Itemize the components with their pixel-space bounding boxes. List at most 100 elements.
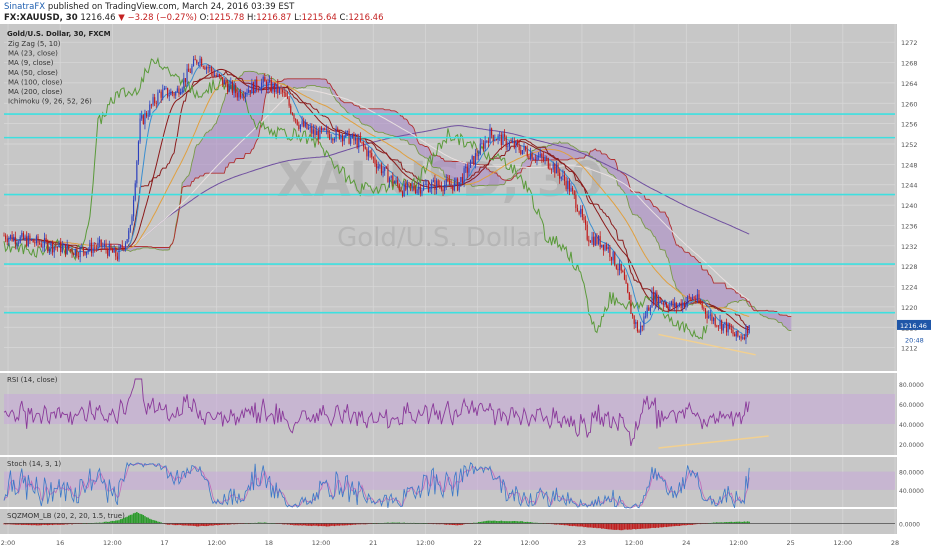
candle-body — [126, 239, 128, 244]
candle-body — [395, 180, 397, 183]
candle-body — [408, 182, 410, 184]
candle-body — [181, 88, 183, 93]
candle-body — [525, 146, 527, 151]
momentum-bar — [567, 523, 569, 526]
candle-body — [542, 157, 545, 161]
candle-body — [150, 104, 152, 106]
candle-body — [434, 179, 436, 190]
candle-body — [745, 326, 747, 339]
publisher-name[interactable]: SinatraFX — [4, 2, 46, 12]
momentum-bar — [349, 523, 352, 526]
candle-body — [507, 146, 509, 148]
candle-body — [457, 178, 459, 191]
candle-body — [18, 242, 20, 244]
time-tick-label: 12:00 — [103, 539, 122, 547]
momentum-bar — [51, 523, 54, 526]
momentum-bar — [149, 518, 151, 524]
momentum-bar — [565, 523, 567, 526]
candle-body — [738, 336, 741, 338]
momentum-bar — [500, 520, 503, 524]
price-tick-label: 1252 — [901, 141, 918, 149]
candle-body — [712, 317, 715, 322]
stoch-k-line — [3, 461, 750, 509]
candle-body — [160, 91, 162, 98]
candle-body — [191, 65, 193, 73]
momentum-bar — [55, 523, 57, 525]
candle-body — [439, 185, 441, 187]
candle-body — [107, 249, 109, 256]
candle-body — [129, 225, 131, 231]
candle-body — [76, 248, 78, 257]
candle-body — [487, 140, 489, 143]
candle-body — [657, 297, 660, 306]
candle-body — [97, 242, 99, 248]
candle-body — [573, 190, 575, 196]
momentum-bar — [170, 523, 172, 525]
momentum-bar — [631, 523, 634, 530]
candle-body — [111, 249, 114, 253]
momentum-bar — [129, 514, 132, 524]
candle-body — [400, 190, 402, 192]
momentum-bar — [176, 523, 179, 526]
momentum-bar — [119, 519, 122, 524]
momentum-bar — [345, 523, 347, 526]
momentum-bar — [738, 521, 741, 524]
momentum-bar — [484, 521, 486, 524]
momentum-bar — [319, 523, 321, 527]
momentum-bar — [118, 520, 120, 524]
candle-body — [521, 150, 523, 154]
candle-body — [384, 166, 386, 172]
momentum-bar — [524, 521, 527, 524]
momentum-bar — [489, 520, 491, 524]
momentum-bar — [654, 523, 656, 529]
candle-body — [22, 232, 25, 240]
candle-body — [285, 92, 287, 97]
momentum-bar — [521, 521, 524, 524]
chart-area[interactable]: XAUUSD, 30 Gold/U.S. Dollar 1257.881253.… — [0, 24, 932, 550]
candle-body — [468, 167, 470, 173]
momentum-bar — [712, 522, 715, 524]
candle-body — [251, 82, 253, 93]
candle-body — [478, 154, 480, 157]
time-axis[interactable]: 2:00 16 12:00 17 12:00 18 12:00 21 12:00 22 12:00 2… — [0, 534, 932, 550]
chart-title: Gold/U.S. Dollar, 30, FXCM — [7, 30, 111, 38]
momentum-bar — [741, 521, 744, 524]
momentum-bar — [59, 523, 62, 525]
momentum-bar — [562, 523, 564, 525]
candle-body — [593, 236, 595, 246]
candle-body — [175, 92, 177, 96]
momentum-bar — [40, 523, 42, 526]
candle-body — [142, 115, 144, 125]
candle-body — [324, 128, 326, 130]
candle-body — [552, 164, 554, 170]
price-axis[interactable]: 1212121612201224122812321236124012441248… — [897, 24, 932, 550]
momentum-bar — [487, 520, 490, 524]
momentum-bar — [115, 520, 117, 524]
momentum-bar — [307, 523, 310, 526]
price-tick-label: 1256 — [901, 121, 918, 129]
momentum-bar — [685, 523, 687, 526]
candle-body — [717, 325, 719, 327]
momentum-bar — [486, 520, 488, 524]
momentum-bar — [340, 523, 342, 526]
candle-body — [557, 164, 559, 173]
momentum-bar — [53, 523, 55, 525]
time-tick-label: 24 — [682, 539, 690, 547]
candle-body — [158, 91, 161, 93]
momentum-bar — [204, 523, 206, 527]
candle-body — [390, 175, 392, 178]
candle-body — [429, 188, 431, 192]
momentum-bar — [317, 523, 320, 527]
candle-body — [596, 236, 598, 244]
momentum-bar — [126, 516, 128, 524]
candle-body — [273, 84, 276, 93]
candle-body — [42, 246, 44, 248]
momentum-bar — [630, 523, 632, 530]
momentum-bar — [187, 523, 190, 526]
momentum-bar — [719, 522, 721, 524]
candle-body — [599, 236, 601, 248]
candle-body — [79, 247, 81, 258]
momentum-bar — [158, 521, 161, 524]
candle-body — [316, 131, 318, 136]
momentum-bar — [644, 523, 647, 529]
